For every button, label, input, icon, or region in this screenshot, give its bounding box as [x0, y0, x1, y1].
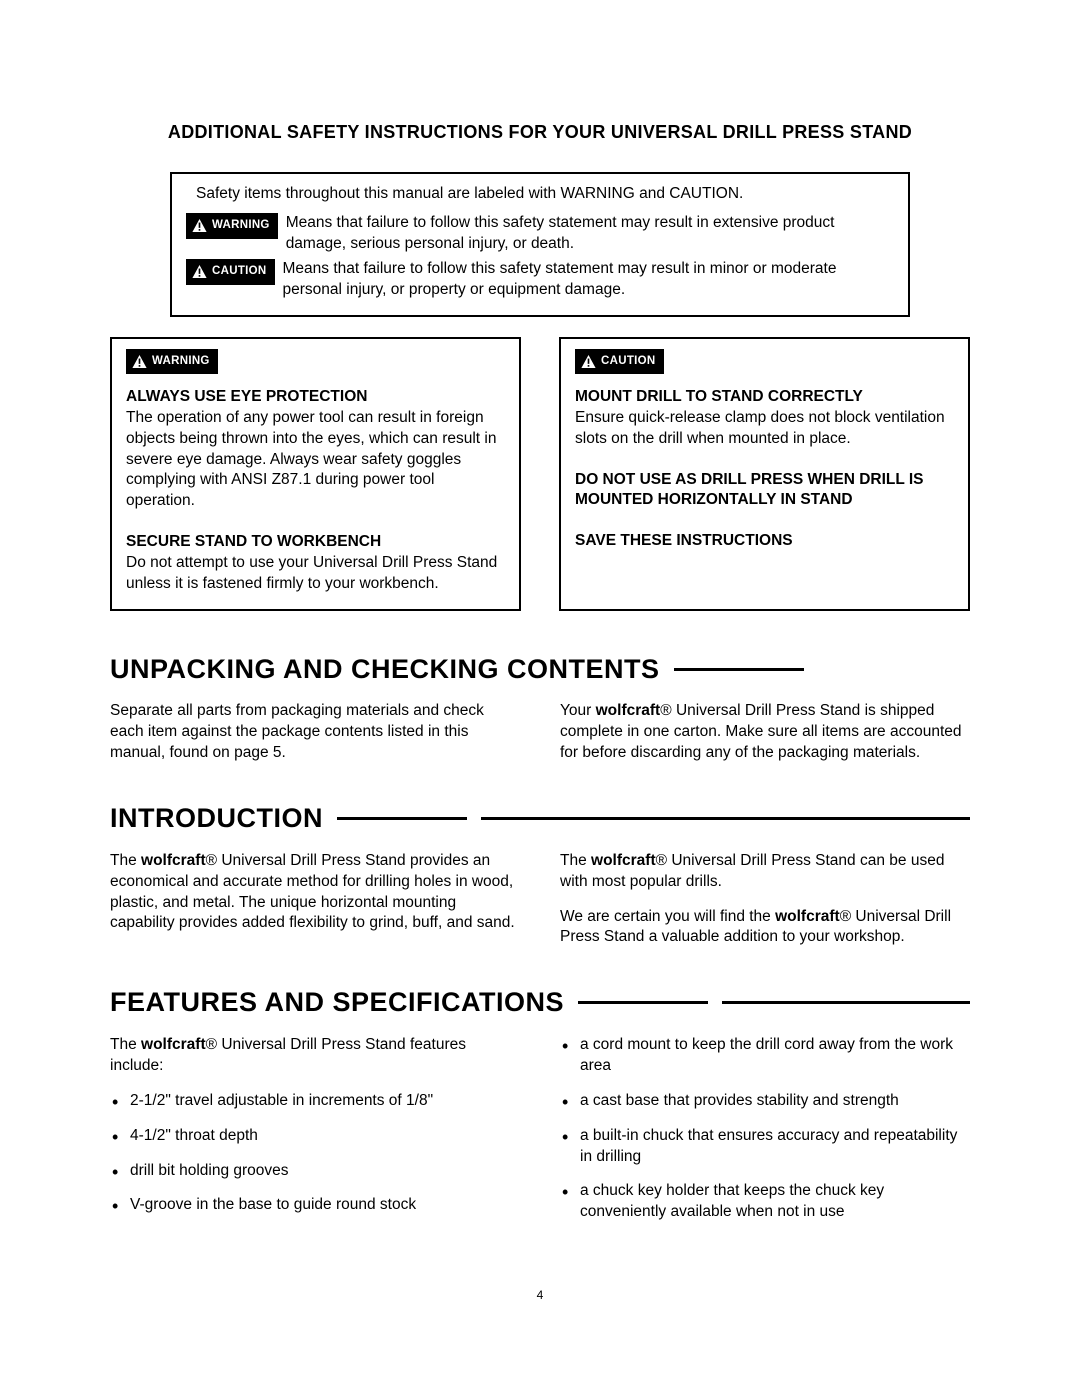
- page-number: 4: [110, 1287, 970, 1303]
- alert-triangle-icon: [581, 355, 596, 368]
- legend-box: Safety items throughout this manual are …: [170, 172, 910, 317]
- list-item: V-groove in the base to guide round stoc…: [110, 1195, 520, 1216]
- warning-item-body: The operation of any power tool can resu…: [126, 408, 505, 513]
- section-heading-unpacking: UNPACKING AND CHECKING CONTENTS: [110, 651, 970, 687]
- rule-icon: [674, 668, 804, 671]
- intro-right1-text: The wolfcraft® Universal Drill Press Sta…: [560, 851, 970, 893]
- list-item: a cast base that provides stability and …: [560, 1091, 970, 1112]
- list-item: a chuck key holder that keeps the chuck …: [560, 1181, 970, 1223]
- rule-icon: [337, 817, 467, 820]
- warning-badge: WARNING: [186, 213, 278, 239]
- section-heading-introduction: INTRODUCTION: [110, 800, 970, 836]
- box-warning-label: WARNING: [152, 354, 210, 370]
- caution-item-body: Ensure quick-release clamp does not bloc…: [575, 408, 954, 450]
- legend-row-caution: CAUTION Means that failure to follow thi…: [186, 259, 894, 301]
- list-item: 2-1/2" travel adjustable in increments o…: [110, 1091, 520, 1112]
- caution-badge-label: CAUTION: [212, 264, 267, 280]
- legend-warning-text: Means that failure to follow this safety…: [286, 213, 894, 255]
- features-left-list: 2-1/2" travel adjustable in increments o…: [110, 1091, 520, 1217]
- features-columns: The wolfcraft® Universal Drill Press Sta…: [110, 1035, 970, 1237]
- caution-item-title: SAVE THESE INSTRUCTIONS: [575, 531, 954, 552]
- heading-text: FEATURES AND SPECIFICATIONS: [110, 984, 564, 1020]
- rule-icon: [578, 1001, 708, 1004]
- list-item: drill bit holding grooves: [110, 1161, 520, 1182]
- caution-badge: CAUTION: [186, 259, 275, 285]
- unpacking-left-text: Separate all parts from packaging materi…: [110, 701, 520, 764]
- list-item: 4-1/2" throat depth: [110, 1126, 520, 1147]
- alert-triangle-icon: [132, 355, 147, 368]
- list-item: a cord mount to keep the drill cord away…: [560, 1035, 970, 1077]
- features-right-list: a cord mount to keep the drill cord away…: [560, 1035, 970, 1223]
- caution-item-title: MOUNT DRILL TO STAND CORRECTLY: [575, 387, 954, 408]
- introduction-columns: The wolfcraft® Universal Drill Press Sta…: [110, 851, 970, 963]
- box-warning-badge: WARNING: [126, 349, 218, 375]
- warning-item-body: Do not attempt to use your Universal Dri…: [126, 553, 505, 595]
- unpacking-columns: Separate all parts from packaging materi…: [110, 701, 970, 778]
- rule-icon: [481, 817, 970, 820]
- warning-item-title: ALWAYS USE EYE PROTECTION: [126, 387, 505, 408]
- intro-left-text: The wolfcraft® Universal Drill Press Sta…: [110, 851, 520, 935]
- safety-boxes-row: WARNING ALWAYS USE EYE PROTECTION The op…: [110, 337, 970, 611]
- heading-text: INTRODUCTION: [110, 800, 323, 836]
- section-heading-features: FEATURES AND SPECIFICATIONS: [110, 984, 970, 1020]
- caution-box: CAUTION MOUNT DRILL TO STAND CORRECTLY E…: [559, 337, 970, 611]
- intro-right2-text: We are certain you will find the wolfcra…: [560, 907, 970, 949]
- alert-triangle-icon: [192, 265, 207, 278]
- box-caution-label: CAUTION: [601, 354, 656, 370]
- list-item: a built-in chuck that ensures accuracy a…: [560, 1126, 970, 1168]
- legend-row-warning: WARNING Means that failure to follow thi…: [186, 213, 894, 255]
- box-caution-badge: CAUTION: [575, 349, 664, 375]
- warning-box: WARNING ALWAYS USE EYE PROTECTION The op…: [110, 337, 521, 611]
- legend-caution-text: Means that failure to follow this safety…: [283, 259, 895, 301]
- alert-triangle-icon: [192, 219, 207, 232]
- legend-intro: Safety items throughout this manual are …: [186, 184, 894, 205]
- heading-text: UNPACKING AND CHECKING CONTENTS: [110, 651, 660, 687]
- unpacking-right-text: Your wolfcraft® Universal Drill Press St…: [560, 701, 970, 764]
- warning-badge-label: WARNING: [212, 218, 270, 234]
- rule-icon: [722, 1001, 970, 1004]
- page-title: ADDITIONAL SAFETY INSTRUCTIONS FOR YOUR …: [110, 120, 970, 144]
- caution-item-title: DO NOT USE AS DRILL PRESS WHEN DRILL IS …: [575, 470, 954, 512]
- warning-item-title: SECURE STAND TO WORKBENCH: [126, 532, 505, 553]
- features-intro-text: The wolfcraft® Universal Drill Press Sta…: [110, 1035, 520, 1077]
